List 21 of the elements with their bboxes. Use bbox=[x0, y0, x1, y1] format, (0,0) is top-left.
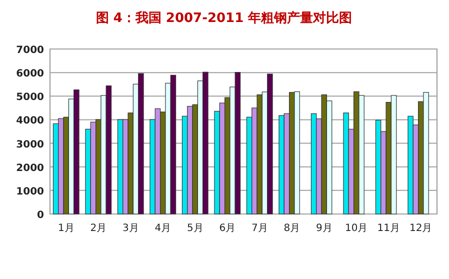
x-tick-label: 2月 bbox=[90, 223, 107, 234]
x-tick-label: 3月 bbox=[122, 223, 139, 234]
y-tick-label: 2000 bbox=[16, 162, 44, 174]
x-tick-label: 1月 bbox=[58, 223, 74, 234]
x-tick-label: 11月 bbox=[377, 223, 400, 234]
y-tick-label: 4000 bbox=[16, 116, 44, 127]
x-tick-label: 6月 bbox=[219, 223, 236, 234]
x-tick-label: 4月 bbox=[154, 223, 172, 234]
y-tick-label: 0 bbox=[37, 210, 44, 221]
x-tick-label: 10月 bbox=[345, 223, 368, 234]
x-tick-label: 7月 bbox=[251, 223, 268, 234]
y-tick-label: 3000 bbox=[16, 139, 44, 150]
x-tick-label: 8月 bbox=[284, 223, 300, 234]
y-tick-label: 7000 bbox=[16, 45, 44, 56]
x-tick-label: 12月 bbox=[410, 223, 432, 234]
y-tick-label: 5000 bbox=[16, 92, 44, 104]
y-tick-label: 1000 bbox=[16, 186, 44, 198]
y-tick-label: 6000 bbox=[16, 68, 44, 80]
chart-title: 图 4：我国 2007-2011 年粗钢产量对比图 bbox=[96, 10, 352, 26]
x-tick-label: 5月 bbox=[186, 223, 204, 234]
x-tick-label: 9月 bbox=[316, 223, 332, 234]
